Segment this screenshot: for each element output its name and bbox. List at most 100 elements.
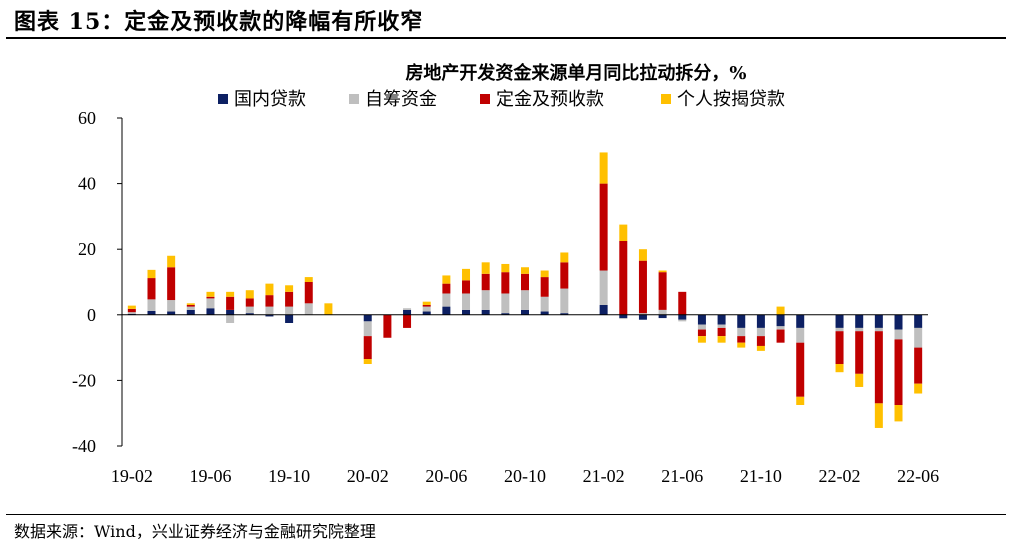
bar-self-raised-funds-20-08 [481, 290, 490, 310]
bar-domestic-loans-20-05 [422, 311, 431, 315]
bar-self-raised-funds-19-10 [285, 306, 294, 315]
bar-personal-mortgage-19-02 [127, 305, 136, 309]
bar-personal-mortgage-22-06 [914, 383, 923, 394]
bar-personal-mortgage-22-04 [874, 403, 883, 428]
bar-deposits-advance-payments-22-03 [855, 331, 864, 374]
bar-self-raised-funds-21-03 [619, 318, 628, 320]
bar-domestic-loans-19-05 [186, 309, 195, 315]
bar-deposits-advance-payments-19-10 [285, 291, 294, 307]
top-rule [6, 37, 1006, 39]
bar-personal-mortgage-19-07 [226, 291, 235, 297]
bar-deposits-advance-payments-20-04 [403, 314, 412, 328]
bar-deposits-advance-payments-21-12 [796, 342, 805, 397]
bar-personal-mortgage-19-05 [186, 303, 195, 305]
bar-personal-mortgage-20-09 [501, 263, 510, 273]
x-tick-label: 20-06 [425, 466, 467, 486]
x-tick-label: 20-10 [504, 466, 546, 486]
y-tick-label: -40 [72, 436, 96, 456]
bar-domestic-loans-19-04 [167, 311, 176, 315]
bar-self-raised-funds-21-07 [697, 324, 706, 330]
bar-deposits-advance-payments-22-02 [835, 331, 844, 364]
bar-self-raised-funds-19-04 [167, 300, 176, 312]
bar-deposits-advance-payments-19-06 [206, 296, 215, 299]
bar-personal-mortgage-20-08 [481, 262, 490, 274]
bar-personal-mortgage-22-02 [835, 364, 844, 373]
y-tick-label: 60 [78, 108, 96, 128]
bar-domestic-loans-22-04 [874, 314, 883, 328]
x-tick-label: 20-02 [347, 466, 389, 486]
bar-domestic-loans-22-06 [914, 314, 923, 328]
bar-self-raised-funds-19-11 [304, 303, 313, 315]
bar-personal-mortgage-20-11 [540, 270, 549, 278]
bar-deposits-advance-payments-20-10 [521, 273, 529, 291]
bar-domestic-loans-20-07 [462, 309, 471, 315]
bar-marks [127, 152, 923, 428]
bar-deposits-advance-payments-19-09 [265, 295, 274, 307]
bar-self-raised-funds-20-05 [422, 306, 431, 312]
bar-personal-mortgage-19-09 [265, 283, 274, 296]
bar-domestic-loans-19-06 [206, 308, 215, 315]
bar-domestic-loans-21-11 [776, 314, 785, 327]
bar-deposits-advance-payments-20-09 [501, 272, 510, 294]
bar-deposits-advance-payments-19-03 [147, 278, 156, 300]
y-tick-label: 40 [78, 174, 96, 194]
bar-self-raised-funds-19-07 [226, 314, 235, 323]
bar-self-raised-funds-22-02 [835, 327, 844, 332]
bar-self-raised-funds-21-02 [599, 270, 608, 305]
bar-domestic-loans-22-03 [855, 314, 864, 328]
legend-swatch-self-raised-funds [349, 94, 359, 104]
bar-domestic-loans-19-09 [265, 314, 274, 317]
x-tick-label: 21-10 [740, 466, 782, 486]
chart-title: 房地产开发资金来源单月同比拉动拆分，% [405, 62, 746, 84]
y-tick-label: 0 [87, 305, 96, 325]
y-tick-label: 20 [78, 239, 96, 259]
bar-domestic-loans-21-07 [697, 314, 706, 325]
bar-self-raised-funds-22-05 [894, 329, 903, 340]
figure-title: 图表 15：定金及预收款的降幅有所收窄 [14, 9, 424, 35]
bar-self-raised-funds-21-04 [638, 313, 647, 315]
bar-personal-mortgage-20-12 [560, 252, 569, 263]
bar-self-raised-funds-21-05 [658, 309, 667, 315]
bar-personal-mortgage-19-03 [147, 269, 156, 279]
bar-domestic-loans-19-07 [226, 309, 235, 315]
bar-deposits-advance-payments-19-07 [226, 296, 235, 310]
bottom-rule [6, 514, 1006, 515]
bar-self-raised-funds-19-02 [127, 312, 136, 314]
bar-personal-mortgage-19-04 [167, 255, 176, 268]
x-tick-label: 22-02 [819, 466, 861, 486]
bar-personal-mortgage-20-05 [422, 301, 431, 305]
bar-deposits-advance-payments-19-11 [304, 282, 313, 304]
bar-domestic-loans-21-03 [619, 314, 628, 319]
bar-self-raised-funds-22-04 [874, 327, 883, 332]
bar-personal-mortgage-20-02 [363, 359, 372, 364]
x-tick-label: 19-02 [111, 466, 153, 486]
bar-deposits-advance-payments-22-04 [874, 331, 883, 404]
bar-deposits-advance-payments-20-06 [442, 283, 451, 294]
bar-domestic-loans-19-03 [147, 310, 156, 315]
x-tick-label: 19-06 [189, 466, 231, 486]
bar-domestic-loans-21-06 [678, 314, 687, 320]
bar-domestic-loans-19-10 [285, 314, 294, 323]
bar-self-raised-funds-21-08 [717, 324, 726, 328]
bar-deposits-advance-payments-21-02 [599, 183, 608, 271]
bar-domestic-loans-20-06 [442, 306, 451, 315]
legend-label-self-raised-funds: 自筹资金 [365, 89, 437, 110]
bar-self-raised-funds-21-06 [678, 319, 687, 322]
bar-self-raised-funds-21-12 [796, 327, 805, 343]
bar-domestic-loans-21-08 [717, 314, 726, 325]
bar-self-raised-funds-20-07 [462, 293, 471, 310]
y-tick-label: -20 [72, 370, 96, 390]
bar-domestic-loans-20-08 [481, 309, 490, 315]
bar-domestic-loans-21-02 [599, 304, 608, 315]
bar-personal-mortgage-21-04 [638, 249, 647, 261]
bar-self-raised-funds-22-03 [855, 327, 864, 332]
bar-personal-mortgage-19-12 [324, 303, 333, 315]
legend-swatch-deposits-advance-payments [480, 94, 490, 104]
bar-self-raised-funds-20-11 [540, 296, 549, 312]
bar-domestic-loans-21-12 [796, 314, 805, 328]
bar-personal-mortgage-21-02 [599, 152, 608, 184]
bar-domestic-loans-20-09 [501, 313, 510, 315]
bar-personal-mortgage-19-06 [206, 291, 215, 297]
bar-domestic-loans-21-05 [658, 314, 667, 319]
bar-personal-mortgage-19-11 [304, 277, 313, 282]
